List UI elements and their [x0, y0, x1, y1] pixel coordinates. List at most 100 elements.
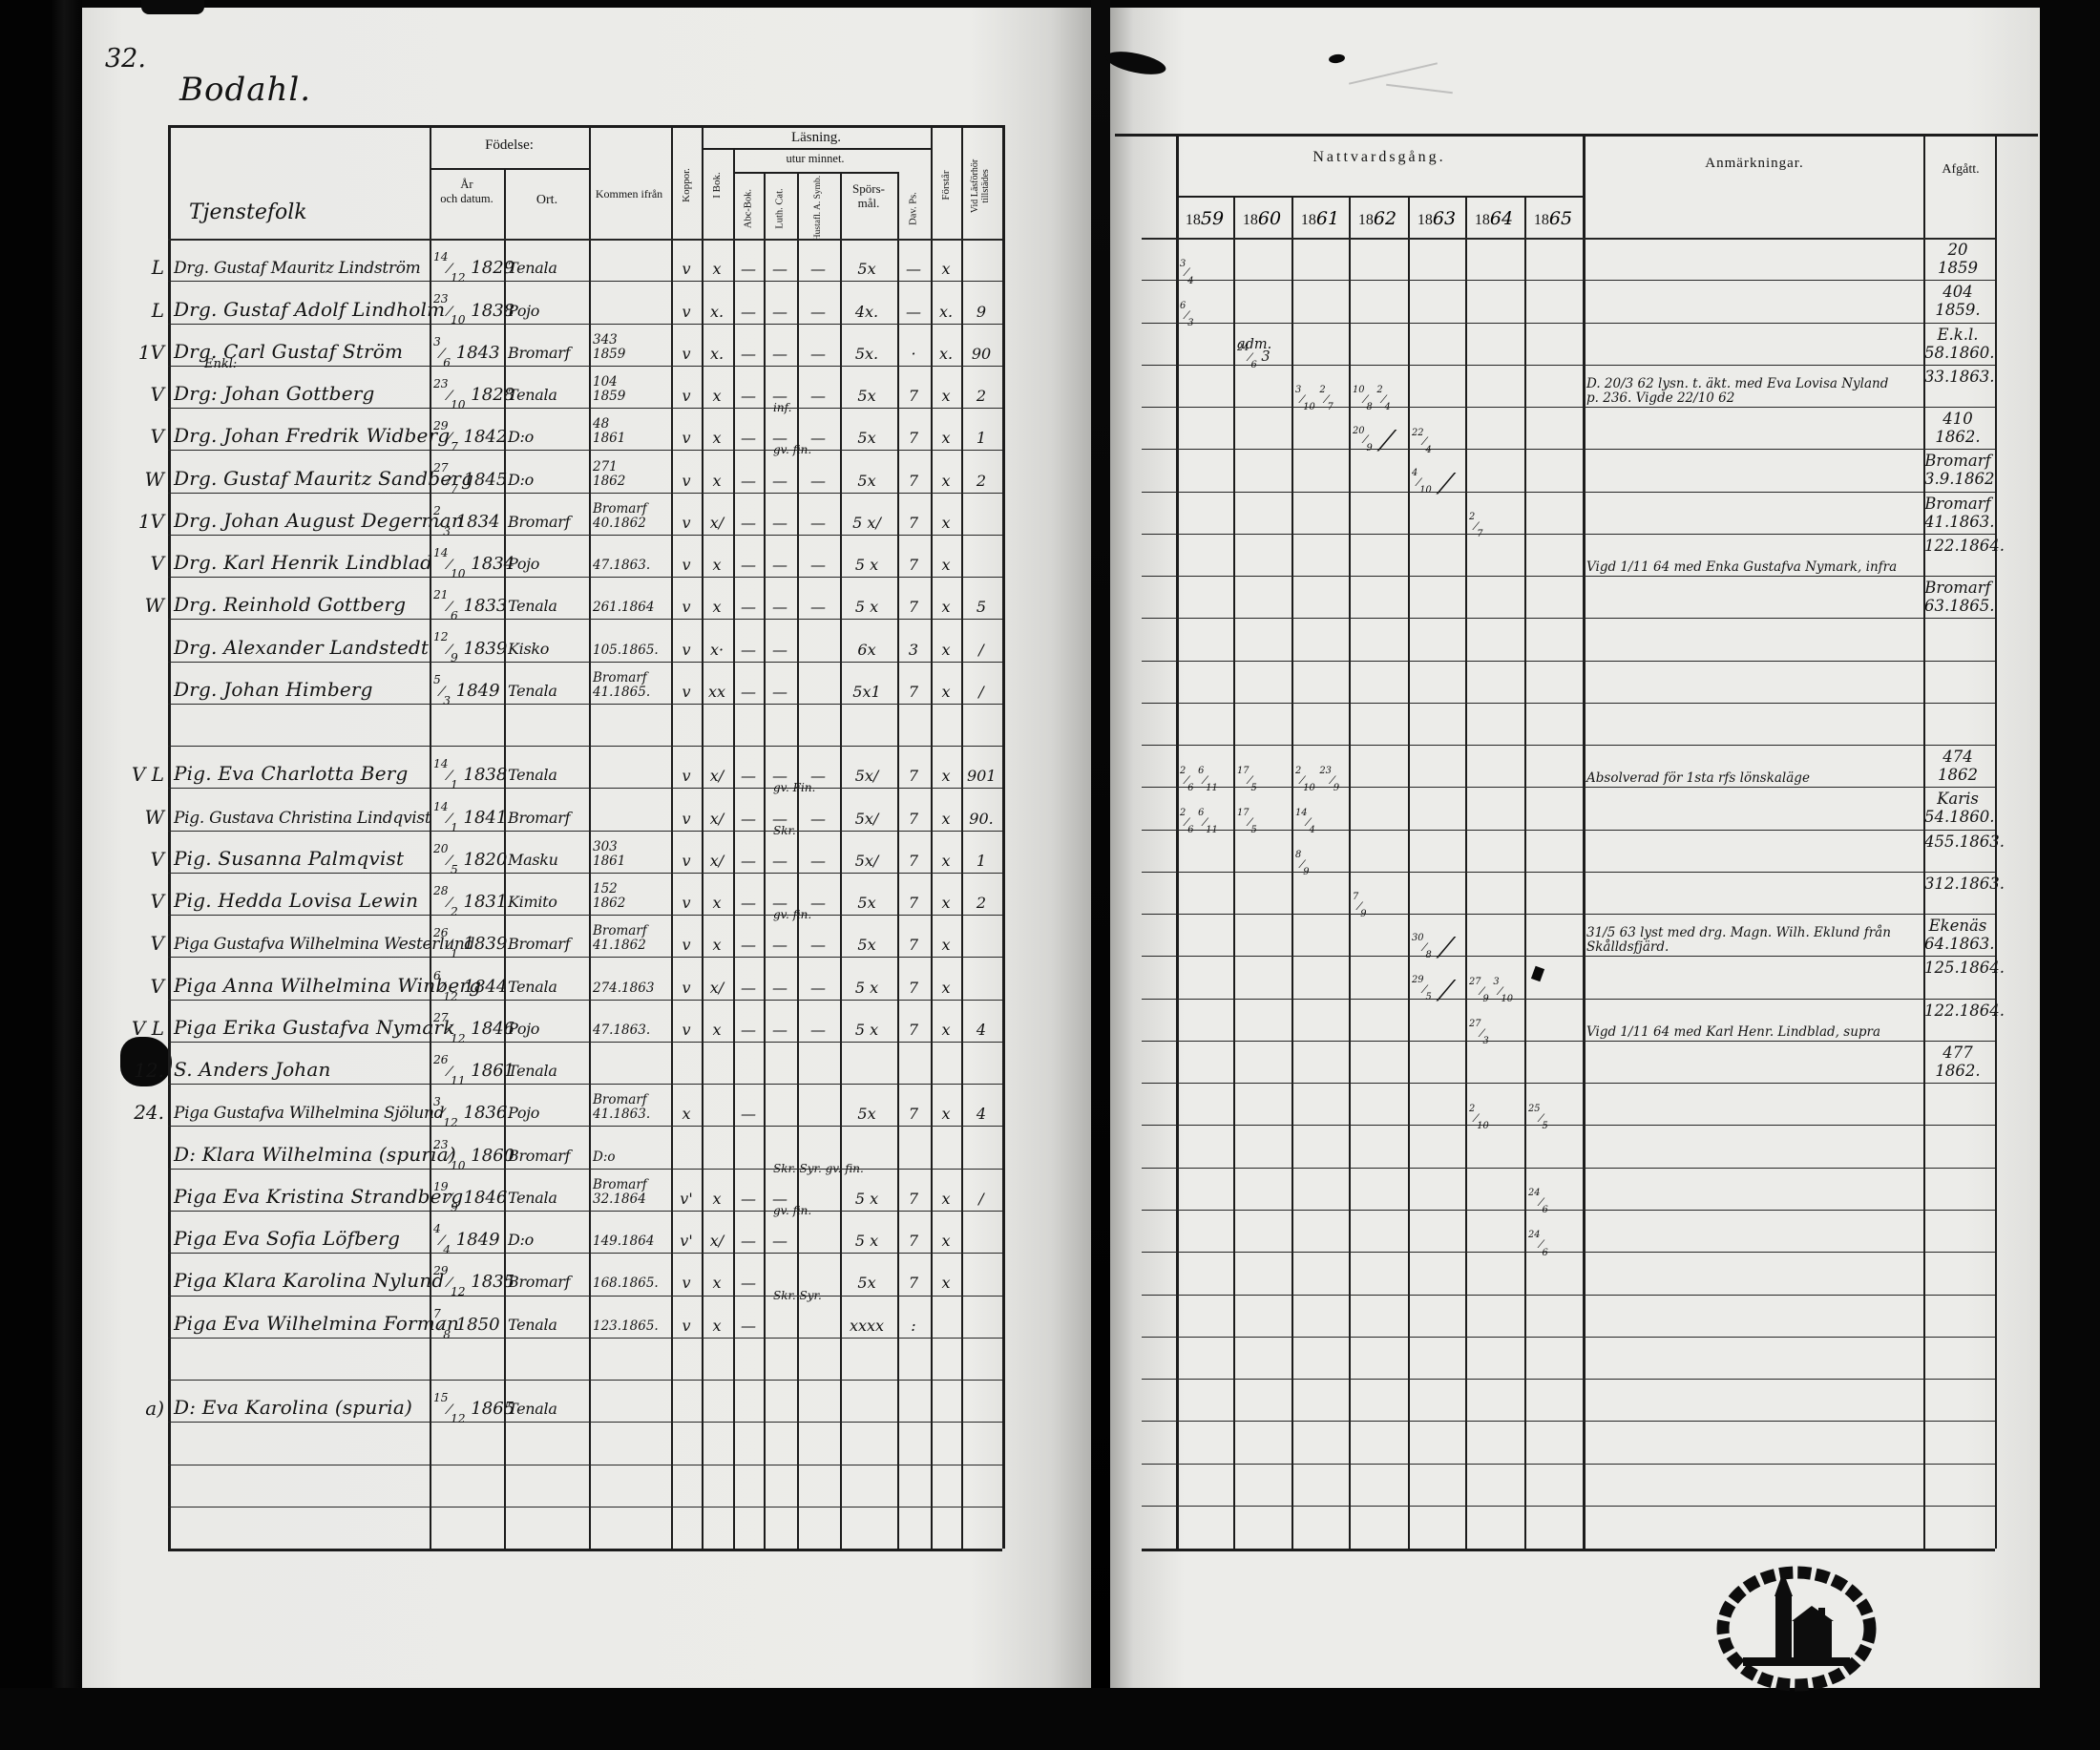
margin-mark: W [144, 467, 164, 491]
header-koppor: Koppor. [681, 168, 692, 202]
mark-abc: — [741, 1189, 756, 1208]
header-vid-lasforhor: Vid Läsförhör tillstädes [970, 134, 993, 239]
birth-place: Pojo [508, 301, 540, 320]
row-rule [1142, 956, 1995, 958]
mark-dav: 7 [908, 429, 919, 448]
table-row: Piga Eva Kristina Strandberg 19⁄9 1846 Ten… [0, 1162, 2100, 1215]
person-name: Drg. Johan Himberg [174, 677, 373, 701]
column-rule [897, 172, 899, 1549]
mark-kop: v [682, 556, 691, 575]
table-row: L Drg. Gustaf Adolf Lindholm 23⁄10 1838 Poj… [0, 281, 2100, 328]
arrived-from: 168.1865. [593, 1276, 659, 1292]
departed-entry: Karis 54.1860. [1924, 790, 1995, 827]
margin-mark: V [150, 890, 164, 914]
mark-kop: x [682, 1105, 691, 1124]
mark-ibok: x [712, 894, 722, 913]
mark-symb: — [810, 556, 826, 575]
mark-forst: x [941, 598, 951, 617]
communion-entry-1859: 6⁄3 [1180, 300, 1194, 328]
row-rule [168, 239, 1002, 241]
mark-abc: — [741, 894, 756, 913]
row-rule [1142, 1083, 1995, 1085]
name-annotation: Enkl: [204, 356, 238, 371]
page-title-bodahl: Bodahl. [179, 71, 312, 109]
mark-dav: 7 [908, 1274, 919, 1293]
arrived-from: 303 1861 [593, 838, 626, 869]
header-lasning: Läsning. [790, 130, 842, 145]
mark-cat: — [772, 429, 788, 448]
row-rule [168, 746, 1002, 748]
birth-place: Tenala [508, 681, 557, 700]
header-ar-line1: År [460, 178, 473, 191]
mark-vid: 1 [976, 851, 987, 870]
margin-mark: L [151, 298, 164, 322]
mark-vid: 90. [969, 809, 994, 828]
table-row: 24. Piga Gustafva Wilhelmina Sjölund 3⁄12 … [0, 1084, 2100, 1131]
mark-ibok: xx [707, 682, 726, 701]
mark-ibok: x [712, 429, 722, 448]
mark-vid: 901 [967, 767, 997, 786]
header-vid-line1: Vid Läsförhör [970, 158, 980, 214]
row-rule [702, 148, 931, 150]
mark-dav: 7 [908, 894, 919, 913]
birth-date: 19⁄9 1846 [433, 1179, 508, 1214]
mark-dav: 7 [908, 936, 919, 955]
row-rule [168, 1211, 1002, 1212]
communion-entry-1864: 2⁄10 [1469, 1103, 1489, 1131]
row-rule [1142, 1125, 1995, 1127]
person-name: Piga Gustafva Wilhelmina Westerlund [174, 935, 475, 955]
margin-mark: 12. [134, 1059, 164, 1083]
mark-symb: — [810, 1020, 826, 1039]
mark-kop: v [682, 302, 691, 321]
mark-forst: x [941, 851, 951, 870]
birth-place: Tenala [508, 1188, 557, 1207]
mark-dav: — [906, 260, 921, 279]
column-rule [1176, 134, 1179, 1549]
communion-entry-1860: adm. 24⁄6 3 [1237, 336, 1272, 371]
communion-entry-1862: 10⁄8 2⁄4 [1353, 385, 1391, 413]
mark-symb: — [810, 260, 826, 279]
person-name: Pig. Susanna Palmqvist [174, 846, 405, 870]
arrived-from: 152 1862 [593, 881, 626, 912]
reading-note: inf. [773, 401, 792, 415]
header-kommen-ifran: Kommen ifrån [595, 187, 663, 200]
mark-cat: — [772, 682, 788, 701]
departed-entry: 33.1863. [1924, 367, 1995, 386]
margin-mark: V L [131, 763, 164, 787]
row-rule [168, 1084, 1002, 1086]
margin-mark: W [144, 805, 164, 829]
row-rule [168, 704, 1002, 706]
arrived-from: 271 1862 [593, 458, 626, 489]
year-column-label-1859: 1859 [1185, 208, 1225, 229]
mark-forst: x. [938, 302, 954, 321]
mark-spors: 5 x [854, 1189, 879, 1208]
mark-spors: 5 x [854, 978, 879, 997]
remark: Vigd 1/11 64 med Enka Gustafva Nymark, i… [1586, 559, 1898, 576]
birth-date: 26⁄1 1839 [433, 926, 508, 961]
person-name: Pig. Eva Charlotta Berg [174, 762, 409, 786]
mark-kop: v [682, 682, 691, 701]
row-rule [1142, 1379, 1995, 1381]
mark-symb: — [810, 851, 826, 870]
departed-entry: E.k.l. 58.1860. [1924, 325, 1995, 362]
year-column-label-1864: 1864 [1474, 208, 1514, 229]
row-rule [1142, 449, 1995, 451]
birth-place: Tenala [508, 766, 557, 785]
mark-kop: v [682, 936, 691, 955]
row-rule [168, 1296, 1002, 1297]
row-rule [168, 1549, 1002, 1551]
year-column-label-1860: 1860 [1242, 208, 1282, 229]
communion-entry-1863: 29⁄5 ⟋ [1412, 974, 1457, 1008]
birth-date: 23⁄10 1860 [433, 1137, 515, 1172]
mark-dav: 7 [908, 387, 919, 406]
mark-symb: — [810, 894, 826, 913]
mark-forst: x [941, 471, 951, 490]
mark-abc: — [741, 387, 756, 406]
table-row: a) D: Eva Karolina (spuria) 15⁄12 1865 Tena… [0, 1380, 2100, 1424]
row-rule [168, 1338, 1002, 1339]
mark-forst: x [941, 1020, 951, 1039]
margin-mark: a) [145, 1397, 164, 1421]
birth-place: Masku [508, 850, 558, 869]
header-luth-cat: Luth. Cat. [774, 188, 786, 229]
row-rule [168, 873, 1002, 875]
